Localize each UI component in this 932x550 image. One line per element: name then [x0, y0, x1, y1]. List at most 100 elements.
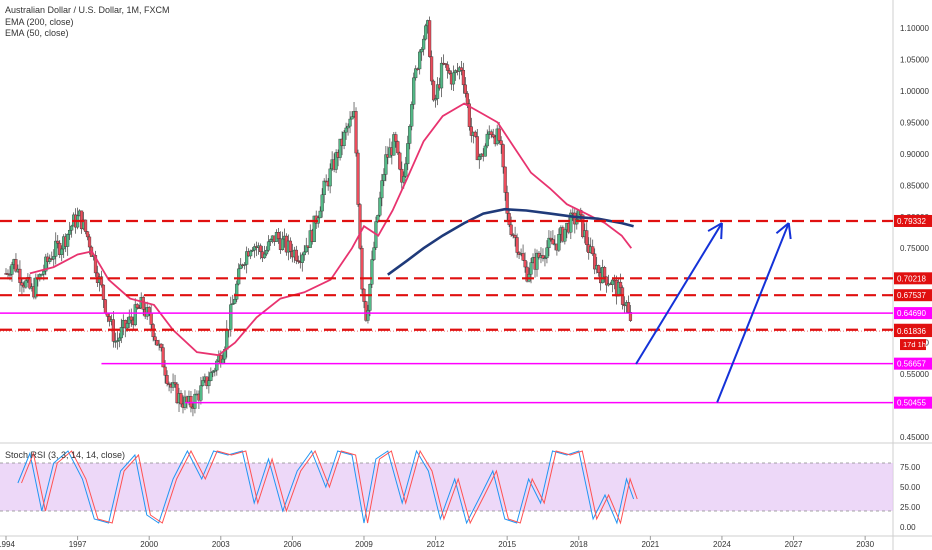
candle-body	[581, 214, 585, 238]
candle-body	[54, 240, 58, 257]
candle-body	[20, 282, 24, 286]
candle-body	[366, 310, 370, 321]
candle-body	[408, 126, 412, 144]
x-tick-label: 2003	[212, 540, 230, 549]
candle-body	[545, 247, 549, 259]
candle-body	[382, 174, 386, 181]
candle-body	[461, 69, 466, 86]
candle-body	[394, 134, 398, 142]
candle-body	[360, 247, 364, 290]
candle-body	[99, 276, 104, 286]
y-tick-label: 0.85000	[900, 181, 929, 190]
x-tick-label: 2012	[427, 540, 445, 549]
candle-body	[503, 166, 507, 193]
candle-body	[14, 259, 18, 272]
candle-body	[497, 128, 501, 141]
candle-body	[433, 98, 438, 101]
candle-body	[249, 250, 253, 257]
candle-body	[159, 343, 163, 348]
candle-body	[547, 237, 551, 249]
level-label: 0.70218	[897, 274, 926, 283]
candle-body	[115, 340, 119, 342]
candle-body	[304, 245, 308, 253]
level-label: 0.50455	[897, 399, 926, 408]
candle-body	[603, 267, 607, 278]
candle-body	[342, 131, 346, 147]
candle-body	[101, 284, 106, 300]
candle-body	[103, 299, 108, 313]
candle-body	[402, 176, 406, 183]
candle-body	[376, 215, 380, 222]
candle-body	[251, 249, 255, 252]
candle-body	[459, 67, 464, 71]
legend-ema50: EMA (50, close)	[5, 28, 69, 38]
projection-arrow	[716, 222, 790, 403]
candle-body	[473, 131, 477, 137]
candle-body	[344, 127, 348, 133]
candle-body	[165, 375, 169, 384]
candle-body	[225, 328, 229, 350]
candle-body	[507, 213, 511, 226]
candle-body	[563, 229, 567, 242]
candle-body	[378, 197, 382, 216]
candle-body	[585, 230, 589, 245]
candle-body	[93, 255, 98, 274]
candle-body	[499, 140, 503, 145]
candle-body	[557, 234, 561, 251]
candle-body	[296, 260, 300, 262]
candle-body	[475, 136, 479, 161]
rsi-tick-label: 75.00	[900, 463, 921, 472]
x-tick-label: 1997	[69, 540, 87, 549]
level-label: 0.67537	[897, 291, 926, 300]
candle-body	[543, 257, 547, 260]
candle-body	[193, 393, 197, 409]
y-tick-label: 1.10000	[900, 24, 929, 33]
candle-body	[163, 366, 167, 376]
y-tick-label: 0.55000	[900, 370, 929, 379]
ema200-line	[387, 207, 634, 276]
candle-body	[591, 246, 595, 255]
candle-body	[513, 235, 517, 238]
candle-body	[626, 302, 631, 313]
candle-body	[384, 154, 388, 175]
candle-body	[483, 145, 487, 157]
candle-body	[429, 56, 434, 82]
candle-body	[465, 93, 469, 105]
candle-body	[179, 393, 183, 405]
candle-body	[569, 212, 573, 233]
level-label-bg	[894, 289, 932, 302]
candle-body	[60, 248, 64, 255]
candle-body	[229, 304, 233, 330]
candle-body	[463, 84, 467, 94]
rsi-title: Stoch RSI (3, 3, 14, 14, close)	[5, 450, 126, 460]
y-tick-label: 1.00000	[900, 87, 929, 96]
candle-body	[348, 118, 352, 127]
candle-body	[597, 265, 601, 274]
candle-body	[44, 256, 48, 272]
arrow-head	[787, 222, 792, 240]
candle-body	[215, 360, 219, 371]
candle-body	[398, 152, 402, 170]
candle-body	[87, 236, 92, 248]
candle-body	[83, 219, 88, 232]
candle-body	[135, 304, 139, 309]
candle-body	[211, 371, 215, 373]
countdown-bg	[900, 339, 926, 351]
x-tick-label: 2000	[140, 540, 158, 549]
candle-body	[171, 382, 175, 388]
candle-body	[173, 382, 177, 385]
x-tick-label: 2021	[641, 540, 659, 549]
candle-body	[412, 77, 416, 105]
candle-body	[133, 304, 137, 326]
candle-body	[610, 279, 615, 285]
candle-body	[56, 240, 60, 244]
candle-body	[439, 62, 444, 89]
candle-body	[521, 253, 525, 261]
candle-body	[322, 180, 326, 196]
projection-arrow	[635, 222, 723, 365]
x-tick-label: 2015	[498, 540, 516, 549]
candle-body	[231, 303, 235, 305]
candle-body	[593, 253, 597, 270]
level-label-bg	[894, 272, 932, 285]
